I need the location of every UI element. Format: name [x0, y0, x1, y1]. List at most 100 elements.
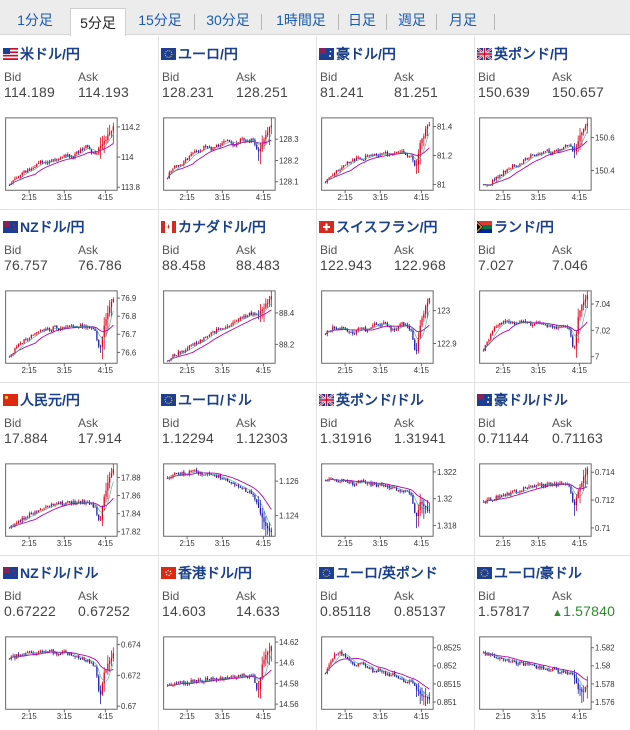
ask-label: Ask: [394, 243, 415, 257]
candle-body: [214, 331, 216, 333]
candlestick-chart[interactable]: 1.582 1.58 1.578 1.576 2:15 3:15 4:15: [474, 631, 630, 721]
rate-card[interactable]: 豪ドル/ドル Bid Ask 0.71144 0.71163 0.714 0.712 0.71…: [474, 382, 630, 555]
pair-header[interactable]: 豪ドル/ドル: [477, 391, 568, 409]
candlestick-chart[interactable]: 1.126 1.124 2:15 3:15 4:15: [158, 458, 316, 548]
candlestick-chart[interactable]: 114.2 114 113.8 2:15 3:15 4:15: [0, 112, 158, 202]
tab-5[interactable]: 1時間足: [276, 12, 326, 28]
y-tick-label: 76.9: [121, 294, 136, 303]
rate-card[interactable]: ランド/円 Bid Ask 7.027 7.046 7.04 7.02 7 2:15 3:15 4:…: [474, 209, 630, 382]
candle-body: [415, 685, 418, 690]
candlestick-chart[interactable]: 17.88 17.86 17.84 17.82 2:15 3:15 4:15: [0, 458, 158, 548]
pair-header[interactable]: NZドル/円: [3, 218, 85, 236]
candlestick-chart[interactable]: 0.714 0.712 0.71 2:15 3:15 4:15: [474, 458, 630, 548]
pair-header[interactable]: カナダドル/円: [161, 218, 266, 236]
pair-header[interactable]: ユーロ/豪ドル: [477, 564, 582, 582]
candle-body: [177, 165, 180, 167]
rate-card[interactable]: 英ポンド/円 Bid Ask 150.639 150.657 150.6 150.4 2:15…: [474, 36, 630, 209]
pair-name[interactable]: 米ドル/円: [20, 46, 80, 62]
pair-name[interactable]: ランド/円: [494, 219, 554, 235]
tab-1[interactable]: 1分足: [17, 12, 53, 28]
candlestick-chart[interactable]: 14.62 14.6 14.58 14.56 2:15 3:15 4:15: [158, 631, 316, 721]
candle-body: [414, 160, 416, 166]
tab-2[interactable]: 5分足: [70, 8, 126, 36]
pair-header[interactable]: 香港ドル/円: [161, 564, 252, 582]
tab-6[interactable]: 日足: [348, 12, 376, 28]
pair-name[interactable]: カナダドル/円: [178, 219, 266, 235]
pair-name[interactable]: ユーロ/ドル: [178, 392, 252, 408]
pair-header[interactable]: ユーロ/円: [161, 45, 238, 63]
tab-8[interactable]: 月足: [449, 12, 477, 28]
candle-body: [510, 661, 512, 663]
candle-body: [344, 654, 347, 658]
pair-name[interactable]: NZドル/ドル: [20, 565, 99, 581]
pair-header[interactable]: NZドル/ドル: [3, 564, 99, 582]
candle-body: [96, 330, 98, 341]
candle-body: [570, 329, 572, 337]
rate-card[interactable]: 米ドル/円 Bid Ask 114.189 114.193 114.2 114 113.8 2:…: [0, 36, 158, 209]
pair-name[interactable]: 英ポンド/ドル: [336, 392, 424, 408]
pair-name[interactable]: 人民元/円: [20, 392, 80, 408]
pair-header[interactable]: 英ポンド/円: [477, 45, 568, 63]
candle-body: [343, 654, 345, 656]
tab-7[interactable]: 週足: [398, 12, 426, 28]
rate-card[interactable]: ユーロ/豪ドル Bid Ask 1.57817 ▲1.57840 1.582 1.58 1.5…: [474, 555, 630, 728]
pair-name[interactable]: 豪ドル/円: [336, 46, 396, 62]
rate-card[interactable]: NZドル/ドル Bid Ask 0.67222 0.67252 0.674 0.672 0.6…: [0, 555, 158, 728]
rate-card[interactable]: NZドル/円 Bid Ask 76.757 76.786 76.9 76.8 76.7 76.6…: [0, 209, 158, 382]
candle-body: [237, 319, 240, 321]
candle-body: [232, 322, 234, 325]
tab-4[interactable]: 30分足: [206, 12, 250, 28]
candle-body: [19, 343, 22, 345]
rate-card[interactable]: スイスフラン/円 Bid Ask 122.943 122.968 123 122.9 2:15…: [316, 209, 474, 382]
pair-name[interactable]: 英ポンド/円: [494, 46, 568, 62]
candlestick-chart[interactable]: 0.674 0.672 0.67 2:15 3:15 4:15: [0, 631, 158, 721]
ask-number: 1.31941: [394, 430, 447, 446]
rate-card[interactable]: 香港ドル/円 Bid Ask 14.603 14.633 14.62 14.6 14.58 14…: [158, 555, 316, 728]
rate-card[interactable]: 人民元/円 Bid Ask 17.884 17.914 17.88 17.86 17.84 17…: [0, 382, 158, 555]
pair-name[interactable]: ユーロ/英ポンド: [336, 565, 438, 581]
rate-card[interactable]: カナダドル/円 Bid Ask 88.458 88.483 88.4 88.2 2:15 3:1…: [158, 209, 316, 382]
candlestick-chart[interactable]: 7.04 7.02 7 2:15 3:15 4:15: [474, 285, 630, 375]
candle-body: [96, 666, 98, 677]
ask-value: ▲1.57840: [552, 603, 615, 619]
tab-3[interactable]: 15分足: [138, 12, 182, 28]
pair-header[interactable]: 英ポンド/ドル: [319, 391, 424, 409]
pair-header[interactable]: ユーロ/英ポンド: [319, 564, 438, 582]
moving-average-short-line: [483, 652, 588, 690]
candle-body: [39, 509, 42, 511]
pair-header[interactable]: 米ドル/円: [3, 45, 80, 63]
y-tick-label: 0.851: [437, 698, 457, 707]
candlestick-chart[interactable]: 128.3 128.2 128.1 2:15 3:15 4:15: [158, 112, 316, 202]
candlestick-chart[interactable]: 76.9 76.8 76.7 76.6 2:15 3:15 4:15: [0, 285, 158, 375]
pair-name[interactable]: NZドル/円: [20, 219, 85, 235]
pair-header[interactable]: ランド/円: [477, 218, 554, 236]
eu-flag-icon: [161, 48, 178, 60]
candlestick-chart[interactable]: 1.322 1.32 1.318 2:15 3:15 4:15: [316, 458, 474, 548]
bid-value: 17.884: [4, 430, 49, 446]
pair-name[interactable]: スイスフラン/円: [336, 219, 438, 235]
candlestick-chart[interactable]: 123 122.9 2:15 3:15 4:15: [316, 285, 474, 375]
up-arrow-icon: ▲: [552, 607, 564, 619]
candle-body: [504, 659, 506, 661]
rate-card[interactable]: 英ポンド/ドル Bid Ask 1.31916 1.31941 1.322 1.32 1.31…: [316, 382, 474, 555]
rate-card[interactable]: ユーロ/英ポンド Bid Ask 0.85118 0.85137 0.8525 0.852 0…: [316, 555, 474, 728]
candlestick-chart[interactable]: 88.4 88.2 2:15 3:15 4:15: [158, 285, 316, 375]
candlestick-chart[interactable]: 150.6 150.4 2:15 3:15 4:15: [474, 112, 630, 202]
pair-header[interactable]: 豪ドル/円: [319, 45, 396, 63]
pair-header[interactable]: ユーロ/ドル: [161, 391, 252, 409]
pair-name[interactable]: 豪ドル/ドル: [494, 392, 568, 408]
x-tick-label: 2:15: [495, 539, 511, 548]
pair-name[interactable]: ユーロ/豪ドル: [494, 565, 582, 581]
rate-card[interactable]: ユーロ/円 Bid Ask 128.231 128.251 128.3 128.2 128.1…: [158, 36, 316, 209]
pair-name[interactable]: ユーロ/円: [178, 46, 238, 62]
pair-name[interactable]: 香港ドル/円: [178, 565, 252, 581]
candle-body: [572, 336, 574, 347]
candlestick-chart[interactable]: 81.4 81.2 81 2:15 3:15 4:15: [316, 112, 474, 202]
rate-card[interactable]: ユーロ/ドル Bid Ask 1.12294 1.12303 1.126 1.124 2:15…: [158, 382, 316, 555]
pair-header[interactable]: スイスフラン/円: [319, 218, 437, 236]
rate-card[interactable]: 豪ドル/円 Bid Ask 81.241 81.251 81.4 81.2 81 2:15 3:1…: [316, 36, 474, 209]
candlestick-chart[interactable]: 0.8525 0.852 0.8515 0.851 2:15 3:15 4:15: [316, 631, 474, 721]
pair-header[interactable]: 人民元/円: [3, 391, 80, 409]
ask-value: 14.633: [236, 603, 280, 619]
candle-body: [16, 522, 18, 524]
